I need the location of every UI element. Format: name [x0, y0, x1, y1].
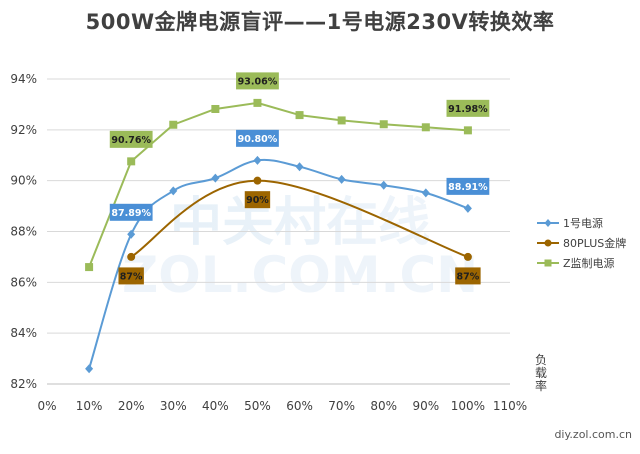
data-label-box: [118, 267, 144, 285]
axis-title-char: 载: [535, 366, 547, 380]
data-label-text: 91.98%: [448, 104, 488, 115]
legend: 1号电源 80PLUS金牌 Z监制电源: [537, 216, 626, 270]
data-point: [421, 123, 430, 132]
data-label-box: [236, 129, 279, 147]
y-tick-label: 90%: [10, 174, 37, 188]
x-tick-label: 110%: [493, 399, 527, 413]
y-tick-label: 94%: [10, 72, 37, 86]
data-label-text: 90%: [246, 195, 269, 206]
data-point: [253, 176, 262, 185]
data-label-box: [236, 72, 279, 90]
data-point: [337, 174, 346, 184]
x-tick-label: 70%: [328, 399, 355, 413]
x-tick-label: 90%: [412, 399, 439, 413]
data-point: [463, 252, 472, 261]
data-point: [127, 157, 136, 166]
data-label-box: [446, 177, 490, 195]
y-tick-label: 86%: [10, 275, 37, 289]
data-point: [463, 126, 472, 135]
data-label-box: [109, 203, 153, 221]
gridlines: [47, 78, 510, 385]
series-80plus-gold: [127, 176, 472, 261]
axis-title-char: 率: [535, 378, 547, 393]
legend-label: 1号电源: [563, 216, 603, 230]
axes: 82% 84% 86% 88% 90% 92% 94% 0% 10% 20% 30% 40% 50% 60…: [10, 72, 547, 413]
data-label: 91.98%: [446, 99, 490, 117]
x-tick-label: 100%: [451, 399, 485, 413]
data-point: [295, 111, 304, 120]
x-tick-label: 30%: [160, 399, 187, 413]
data-label-text: 90.76%: [111, 135, 151, 146]
x-tick-label: 20%: [118, 399, 145, 413]
legend-entry: Z监制电源: [537, 256, 615, 270]
x-tick-label: 60%: [286, 399, 313, 413]
x-tick-label: 10%: [76, 399, 103, 413]
data-point: [379, 120, 388, 129]
data-point: [337, 116, 346, 125]
data-point: [253, 155, 262, 165]
data-label-text: 90.80%: [238, 134, 278, 145]
data-label: 87%: [118, 267, 144, 285]
legend-label: 80PLUS金牌: [563, 236, 626, 250]
axis-title-char: 负: [535, 353, 547, 367]
data-label-box: [446, 99, 490, 117]
x-tick-label: 0%: [37, 399, 56, 413]
data-point: [211, 173, 220, 183]
data-point: [169, 186, 178, 196]
data-point: [127, 252, 136, 261]
data-point: [211, 104, 220, 113]
data-label: 87%: [455, 267, 481, 285]
legend-entry: 80PLUS金牌: [537, 236, 626, 250]
series-line: [130, 179, 469, 258]
x-tick-label: 40%: [202, 399, 229, 413]
data-labels: 90.76% 93.06% 91.98% 87.89% 90.80% 88.91% 87% 9…: [109, 72, 490, 285]
legend-swatch-marker: [544, 239, 552, 247]
series-psu-1: [85, 155, 472, 374]
data-point: [169, 120, 178, 129]
watermark-text-cn: 中关村在线: [170, 193, 430, 253]
data-label-text: 88.91%: [448, 182, 488, 193]
data-point: [127, 229, 136, 239]
legend-swatch-marker: [544, 259, 552, 267]
data-point: [85, 364, 94, 374]
data-point: [85, 263, 94, 272]
data-label: 90%: [244, 191, 271, 209]
y-tick-label: 84%: [10, 326, 37, 340]
data-label-text: 87%: [457, 271, 480, 282]
data-label-box: [455, 267, 481, 285]
x-tick-label: 80%: [370, 399, 397, 413]
chart-title: 500W金牌电源盲评——1号电源230V转换效率: [85, 10, 555, 34]
watermark-text-en: ZOL.COM.CN: [122, 246, 478, 304]
data-label-box: [244, 191, 271, 209]
legend-swatch-marker: [544, 219, 552, 227]
data-label-text: 87%: [120, 271, 143, 282]
data-label: 88.91%: [446, 177, 490, 195]
y-tick-label: 92%: [10, 123, 37, 137]
data-point: [463, 203, 472, 213]
y-tick-label: 82%: [10, 377, 37, 391]
data-label: 90.80%: [236, 129, 279, 147]
data-label-text: 87.89%: [111, 208, 151, 219]
x-tick-label: 50%: [244, 399, 271, 413]
data-label: 93.06%: [236, 72, 279, 90]
source-note: diy.zol.com.cn: [554, 428, 632, 441]
legend-label: Z监制电源: [563, 256, 615, 270]
series-line: [88, 158, 469, 370]
data-label-box: [109, 130, 153, 148]
data-point: [295, 162, 304, 172]
data-label: 87.89%: [109, 203, 153, 221]
axis-title: 负载率: [535, 353, 547, 393]
data-point: [379, 180, 388, 190]
legend-entry: 1号电源: [537, 216, 603, 230]
data-label-text: 93.06%: [238, 76, 278, 87]
data-label: 90.76%: [109, 130, 153, 148]
data-point: [253, 98, 262, 107]
data-point: [421, 188, 430, 198]
y-tick-label: 88%: [10, 225, 37, 239]
